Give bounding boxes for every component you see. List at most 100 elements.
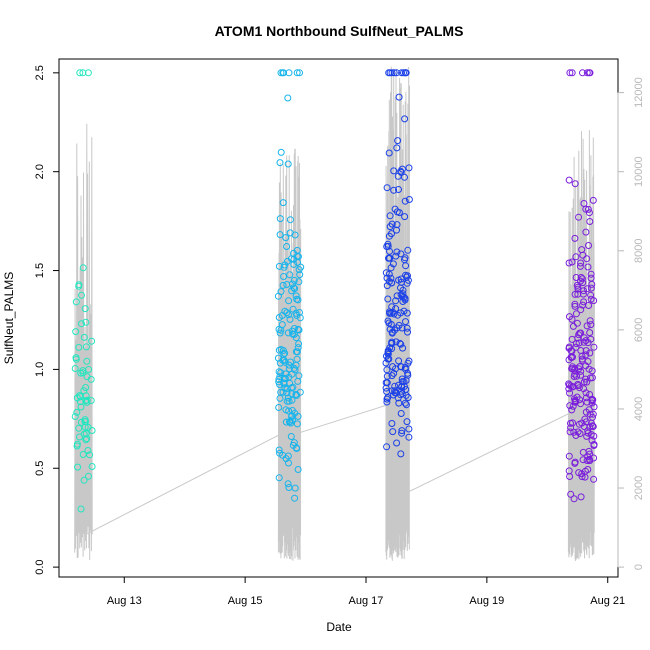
data-point — [88, 427, 96, 434]
data-point — [84, 447, 92, 454]
data-point — [71, 365, 79, 372]
data-point — [586, 423, 594, 431]
data-point — [290, 260, 298, 268]
data-point — [586, 349, 594, 357]
data-point — [72, 298, 80, 306]
data-point — [385, 149, 393, 157]
y-tick-label: 1.5 — [34, 263, 46, 278]
data-point — [394, 137, 402, 145]
data-point — [571, 234, 579, 242]
data-point — [384, 317, 392, 325]
data-point — [586, 410, 594, 418]
data-point — [400, 293, 408, 301]
data-point — [402, 401, 410, 409]
data-point — [75, 281, 83, 289]
data-point — [382, 269, 390, 277]
data-point — [83, 398, 91, 406]
data-point — [383, 443, 391, 451]
x-tick-label: Aug 19 — [469, 595, 504, 607]
data-point-capped — [398, 69, 406, 77]
data-point — [290, 276, 298, 284]
data-point — [395, 186, 402, 193]
data-point — [586, 329, 594, 337]
data-point — [583, 322, 591, 330]
data-point — [77, 403, 85, 411]
data-point — [399, 290, 407, 298]
altitude-profile-flight-1 — [74, 123, 93, 561]
data-point — [75, 343, 83, 351]
data-point — [580, 298, 588, 306]
data-point — [572, 253, 580, 261]
data-point — [583, 457, 591, 464]
data-point — [76, 433, 83, 441]
data-point — [79, 369, 87, 377]
data-point — [385, 232, 393, 240]
data-point — [279, 347, 287, 354]
data-point — [573, 281, 581, 289]
data-point — [283, 397, 291, 405]
data-point — [393, 439, 401, 447]
data-point — [405, 425, 413, 433]
y-tick-label: 0.5 — [34, 461, 46, 476]
data-point — [284, 94, 292, 102]
altitude-profile-flight-4 — [567, 130, 595, 561]
data-point — [398, 427, 406, 435]
data-point — [570, 495, 578, 503]
data-point — [401, 213, 409, 221]
data-point — [284, 394, 292, 402]
data-point — [571, 180, 579, 188]
data-point — [405, 196, 413, 203]
data-point — [583, 255, 591, 263]
data-point — [277, 326, 285, 334]
data-point — [572, 398, 579, 406]
data-point — [580, 338, 588, 346]
data-point-capped — [296, 69, 303, 77]
data-point — [402, 262, 410, 270]
data-point — [286, 216, 294, 224]
data-point-capped — [277, 69, 285, 77]
data-point — [579, 279, 587, 287]
data-point — [587, 274, 595, 282]
data-point — [276, 329, 284, 337]
y2-tick-label: 6000 — [633, 318, 645, 342]
data-point — [384, 349, 392, 357]
data-point — [386, 212, 394, 220]
data-point — [294, 466, 302, 473]
data-point — [398, 429, 406, 437]
series-flight-2 — [274, 69, 305, 502]
data-point — [389, 428, 397, 436]
data-point — [275, 368, 283, 376]
altitude-connector-1 — [299, 404, 388, 434]
data-point — [77, 418, 85, 426]
data-point — [568, 406, 576, 414]
data-point — [276, 394, 284, 402]
data-point — [587, 270, 595, 278]
data-point — [387, 264, 395, 272]
data-point — [82, 343, 90, 351]
data-point — [392, 297, 400, 305]
data-point — [576, 262, 584, 270]
data-point — [393, 221, 401, 229]
data-point — [582, 375, 590, 383]
data-point — [581, 473, 589, 481]
data-point — [590, 475, 598, 483]
data-point — [587, 321, 595, 329]
data-point — [565, 452, 573, 460]
data-point — [393, 248, 401, 256]
axis-layer: 0.0 0.5 1.0 1.5 2.0 2.5 0 2000 4000 6000 8000 10000… — [34, 65, 645, 607]
data-point — [568, 365, 576, 373]
data-point — [76, 393, 84, 401]
data-point — [577, 274, 585, 281]
data-point — [403, 273, 411, 281]
y2-tick-label: 2000 — [633, 476, 645, 500]
data-point — [78, 291, 85, 299]
y2-tick-label: 10000 — [633, 156, 645, 187]
data-point — [398, 165, 406, 173]
data-point — [284, 329, 292, 337]
series-flight-4 — [565, 69, 598, 503]
data-point — [584, 263, 592, 271]
data-point — [390, 186, 398, 194]
data-point — [295, 372, 303, 380]
data-point — [282, 234, 290, 242]
data-point — [285, 297, 293, 305]
